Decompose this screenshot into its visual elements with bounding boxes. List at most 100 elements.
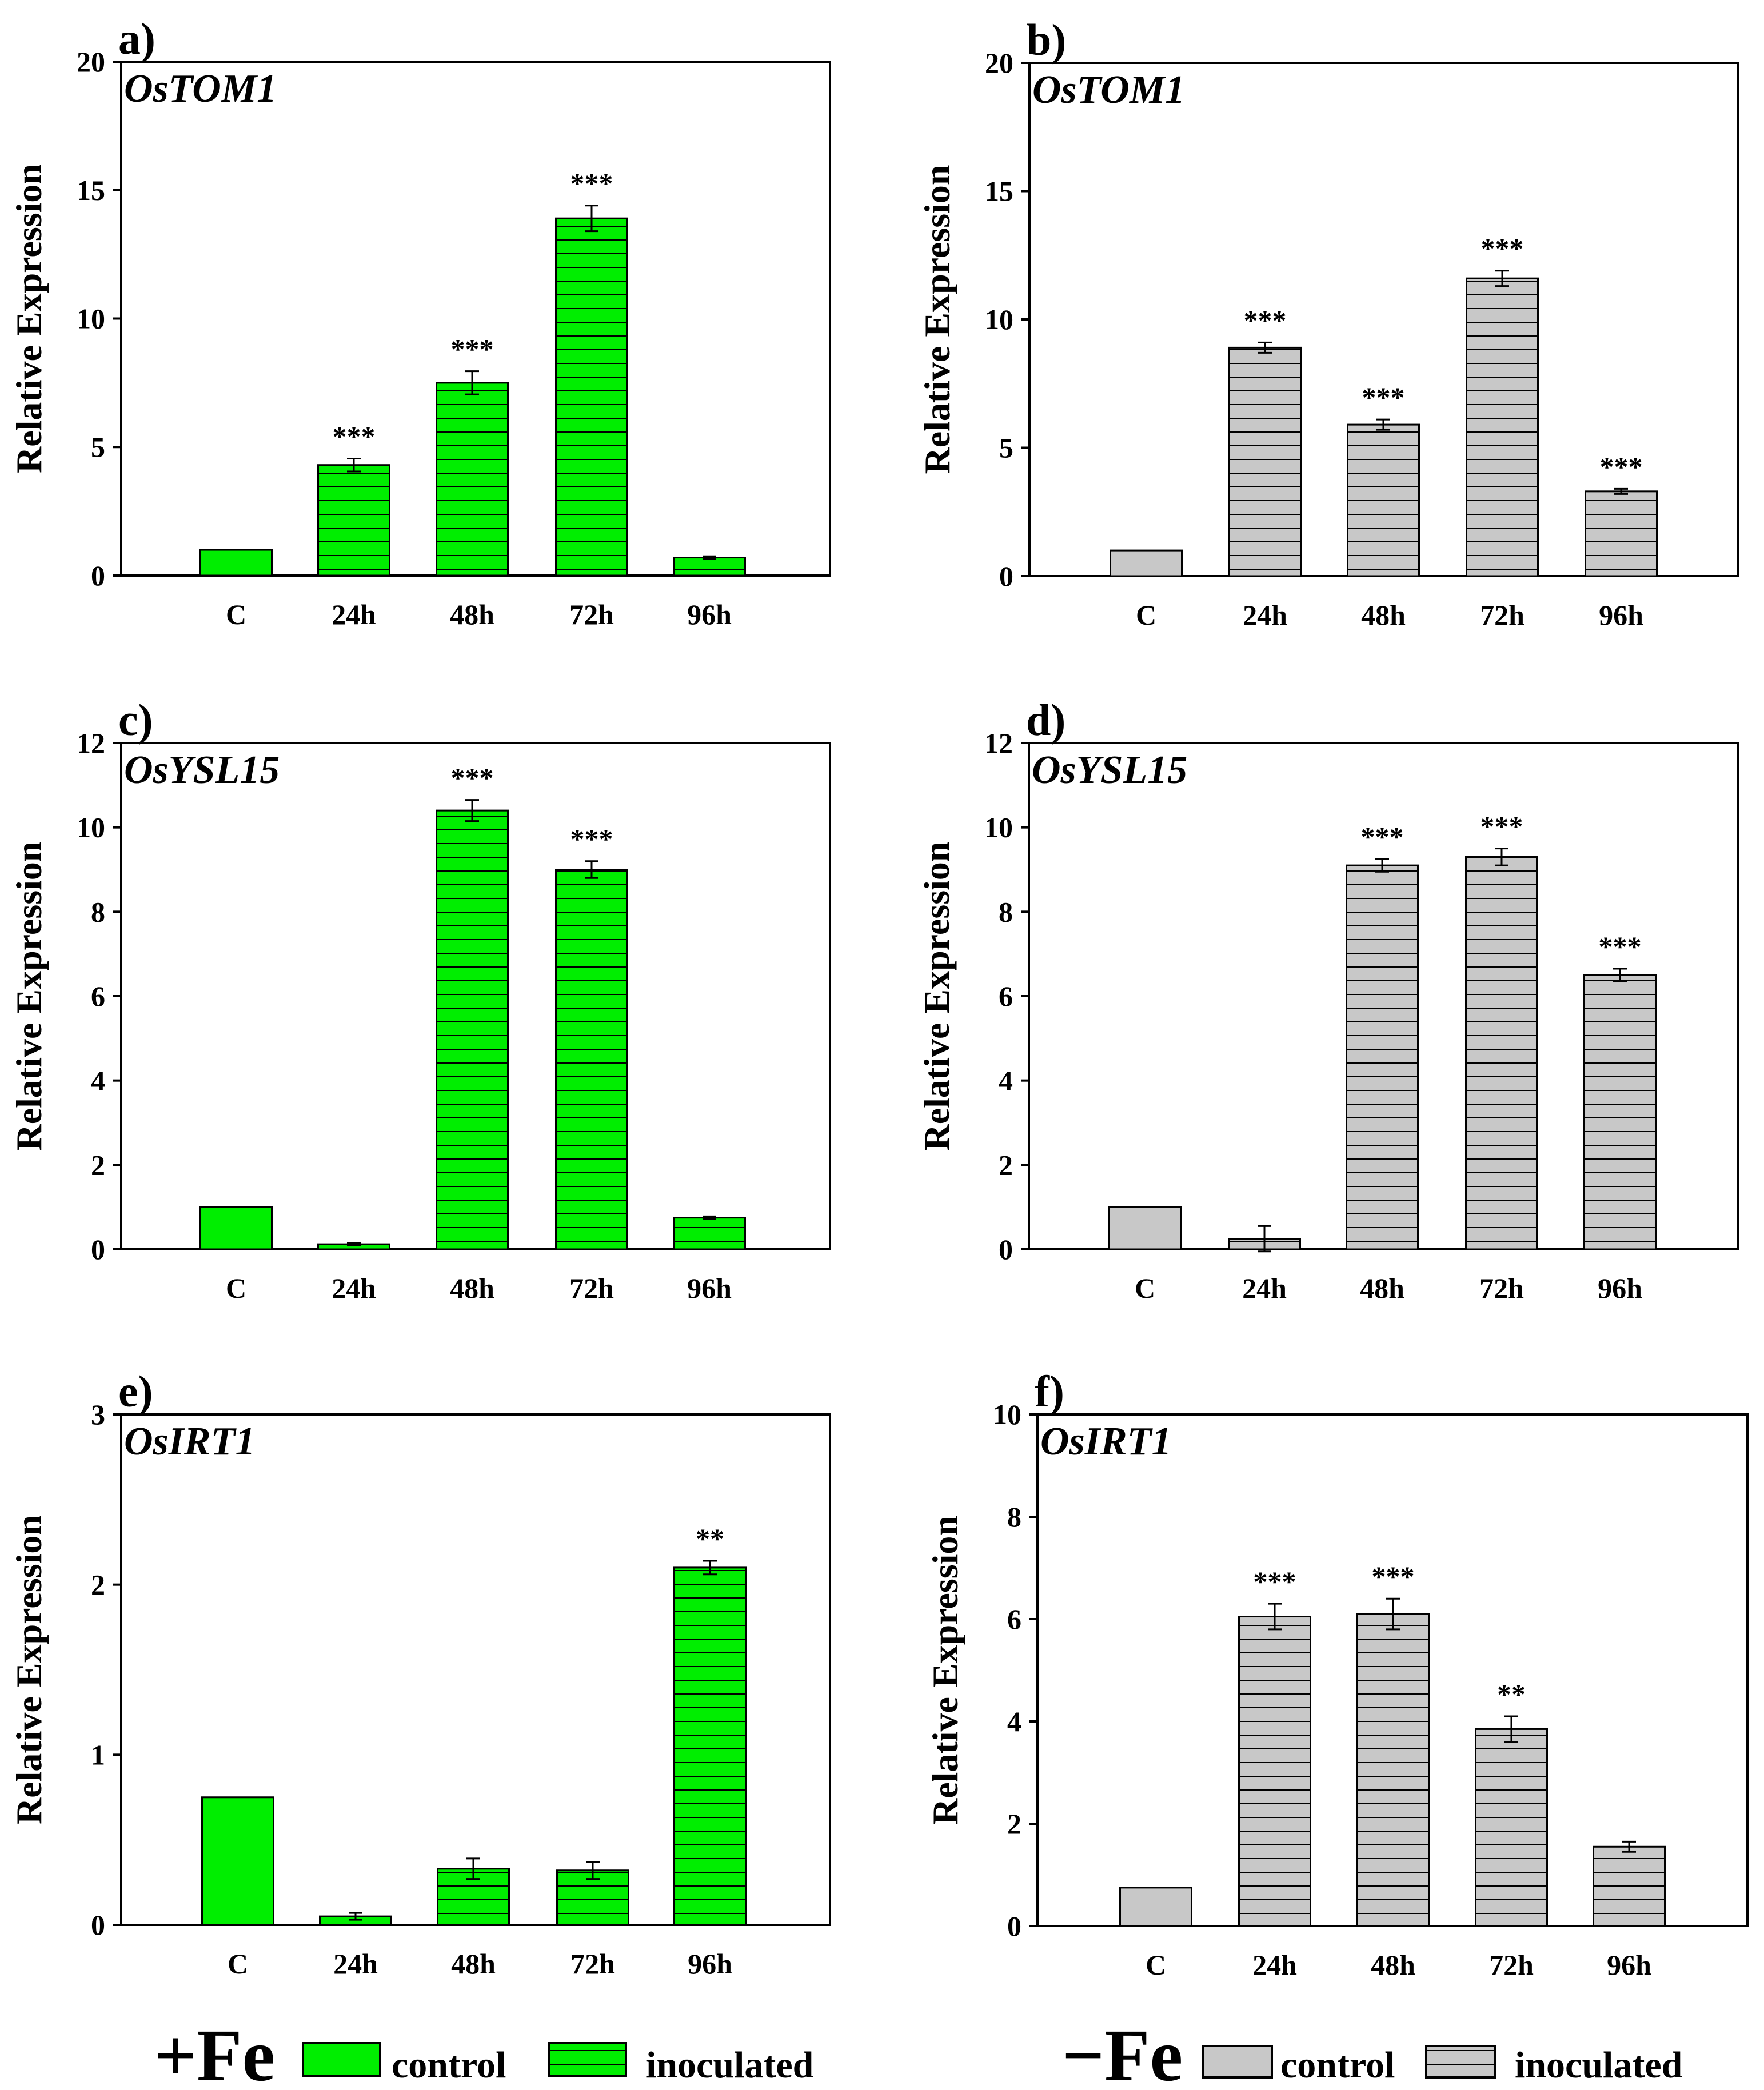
y-axis-label: Relative Expression (9, 841, 49, 1150)
y-tick-label: 4 (999, 1065, 1013, 1097)
bar-control (1108, 1206, 1182, 1250)
y-tick-label: 6 (91, 980, 105, 1012)
y-tick-label: 0 (91, 560, 105, 592)
legend-inoculated-label-minus: inoculated (1515, 2044, 1682, 2086)
legend-plus-fe: +Fe control inoculated (154, 2015, 813, 2090)
y-tick-label: 0 (91, 1909, 105, 1941)
panel-d: d)OsYSL15 Relative Expression 0 2 4 6 8 10 12 C 24… (916, 695, 1739, 1304)
x-tick-label: 24h (333, 1948, 378, 1980)
y-tick-label: 6 (999, 980, 1013, 1012)
bar-72h (555, 217, 628, 577)
panel-b: b)OsTOM1 Relative Expression 0 5 10 15 20 C *** 2… (917, 15, 1739, 631)
y-tick-label: 0 (999, 560, 1013, 592)
y-axis-label: Relative Expression (916, 841, 957, 1150)
y-tick-label: 4 (1007, 1705, 1021, 1737)
x-tick-label: 96h (687, 598, 732, 630)
bar-48h (1356, 1613, 1430, 1927)
significance-marker: *** (1361, 821, 1404, 853)
x-tick-label: 72h (569, 598, 614, 630)
x-tick-label: 96h (687, 1272, 732, 1304)
y-tick-label: 8 (1007, 1501, 1021, 1533)
y-tick-label: 12 (984, 727, 1013, 759)
x-tick-label: 24h (1243, 599, 1287, 631)
panel-letter: d) (1026, 695, 1065, 745)
y-tick-label: 0 (999, 1233, 1013, 1265)
x-tick-label: 96h (1599, 599, 1643, 631)
x-tick-label: C (1146, 1949, 1166, 1981)
y-tick-label: 8 (999, 896, 1013, 928)
x-tick-label: 48h (1361, 599, 1406, 631)
x-tick-label: C (226, 598, 246, 630)
x-tick-label: 24h (1242, 1272, 1287, 1304)
bar-control (201, 1796, 274, 1926)
y-tick-label: 10 (993, 1398, 1021, 1430)
y-tick-label: 1 (91, 1739, 105, 1771)
x-tick-label: 72h (1479, 1272, 1524, 1304)
significance-marker: *** (333, 420, 376, 452)
x-tick-label: 24h (332, 598, 376, 630)
gene-title: OsYSL15 (124, 748, 280, 792)
significance-marker: *** (1600, 450, 1643, 482)
y-tick-label: 10 (77, 812, 105, 844)
significance-marker: *** (1480, 810, 1523, 842)
y-tick-label: 2 (91, 1569, 105, 1601)
legend-control-swatch-minus (1202, 2045, 1273, 2079)
bar-24h (317, 464, 390, 577)
x-tick-label: 48h (450, 1272, 494, 1304)
y-tick-label: 2 (1007, 1808, 1021, 1840)
y-tick-label: 0 (91, 1233, 105, 1265)
significance-marker: *** (1481, 233, 1524, 265)
y-axis-label: Relative Expression (9, 1515, 49, 1824)
significance-marker: *** (451, 333, 494, 365)
x-tick-label: 48h (450, 598, 494, 630)
significance-marker: ** (1497, 1678, 1526, 1710)
bar-48h (436, 382, 509, 577)
significance-marker: *** (1599, 930, 1642, 962)
x-tick-label: 72h (1480, 599, 1524, 631)
gene-title: OsIRT1 (1040, 1420, 1171, 1464)
x-tick-label: 24h (332, 1272, 376, 1304)
y-tick-label: 0 (1007, 1910, 1021, 1942)
y-tick-label: 10 (985, 303, 1013, 335)
gene-title: OsTOM1 (1032, 68, 1185, 112)
bar-72h (1475, 1728, 1548, 1927)
x-tick-label: C (228, 1948, 248, 1980)
bar-control (1110, 549, 1183, 577)
bar-48h (1346, 864, 1419, 1250)
legend-inoculated-swatch-minus (1425, 2045, 1496, 2079)
bar-24h (1228, 346, 1302, 577)
bar-96h (1583, 974, 1657, 1250)
bar-control (1119, 1887, 1192, 1927)
legend-minus-condition: −Fe (1062, 2015, 1183, 2090)
significance-marker: *** (1372, 1560, 1415, 1592)
panel-letter: a) (118, 14, 155, 63)
y-axis-label: Relative Expression (925, 1516, 965, 1825)
x-tick-label: 48h (451, 1948, 496, 1980)
y-tick-label: 12 (77, 727, 105, 759)
bar-96h (1593, 1845, 1666, 1927)
x-tick-label: 72h (569, 1272, 614, 1304)
legend-control-label-minus: control (1280, 2044, 1395, 2086)
significance-marker: *** (1254, 1565, 1296, 1597)
legend-inoculated-label-plus: inoculated (646, 2044, 813, 2086)
y-tick-label: 10 (984, 812, 1013, 844)
y-tick-label: 15 (985, 175, 1013, 207)
legend-minus-fe: −Fe control inoculated (1062, 2015, 1682, 2090)
y-tick-label: 5 (999, 432, 1013, 464)
y-tick-label: 2 (999, 1149, 1013, 1181)
x-tick-label: 72h (570, 1948, 615, 1980)
legend-control-label-plus: control (392, 2044, 506, 2086)
panel-e: e)OsIRT1 Relative Expression 0 1 2 3 C 24h 48h 72… (9, 1366, 831, 1980)
y-axis-label: Relative Expression (917, 165, 957, 474)
bar-48h (436, 809, 509, 1250)
y-axis-label: Relative Expression (9, 164, 49, 473)
y-tick-label: 2 (91, 1149, 105, 1181)
gene-title: OsTOM1 (124, 67, 277, 111)
panel-letter: f) (1035, 1366, 1064, 1416)
x-tick-label: C (226, 1272, 246, 1304)
x-tick-label: 96h (688, 1948, 732, 1980)
x-tick-label: 48h (1360, 1272, 1404, 1304)
y-tick-label: 6 (1007, 1603, 1021, 1635)
y-tick-label: 20 (77, 46, 105, 78)
